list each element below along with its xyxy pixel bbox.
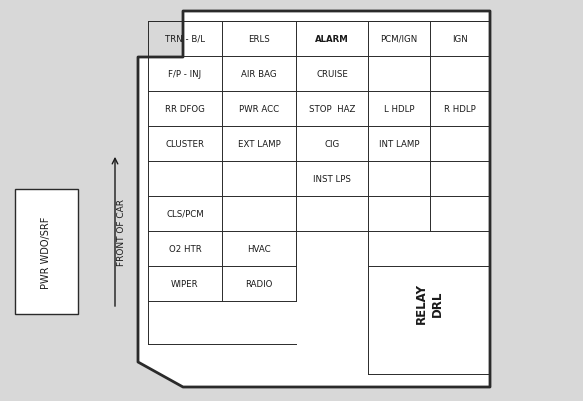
Text: WIPER: WIPER (171, 279, 199, 288)
Text: FRONT OF CAR: FRONT OF CAR (118, 198, 127, 265)
Text: ERLS: ERLS (248, 35, 270, 44)
Text: CLUSTER: CLUSTER (166, 140, 205, 149)
Text: INT LAMP: INT LAMP (379, 140, 419, 149)
Text: RR DFOG: RR DFOG (165, 105, 205, 114)
Text: IGN: IGN (452, 35, 468, 44)
Text: PWR WDO/SRF: PWR WDO/SRF (41, 216, 51, 288)
Text: CLS/PCM: CLS/PCM (166, 209, 204, 219)
Text: PWR ACC: PWR ACC (239, 105, 279, 114)
Text: TRN - B/L: TRN - B/L (165, 35, 205, 44)
Text: INST LPS: INST LPS (313, 174, 351, 184)
Text: L HDLP: L HDLP (384, 105, 415, 114)
Text: AIR BAG: AIR BAG (241, 70, 277, 79)
Text: EXT LAMP: EXT LAMP (238, 140, 280, 149)
Bar (15, 190, 78, 314)
Text: ALARM: ALARM (315, 35, 349, 44)
Text: F/P - INJ: F/P - INJ (168, 70, 202, 79)
Text: RELAY
DRL: RELAY DRL (415, 282, 444, 323)
Text: R HDLP: R HDLP (444, 105, 476, 114)
Text: HVAC: HVAC (247, 244, 271, 253)
Polygon shape (138, 12, 490, 387)
Text: PCM/IGN: PCM/IGN (380, 35, 417, 44)
Text: CIG: CIG (324, 140, 340, 149)
Text: STOP  HAZ: STOP HAZ (309, 105, 355, 114)
Text: CRUISE: CRUISE (316, 70, 348, 79)
Text: RADIO: RADIO (245, 279, 273, 288)
Text: O2 HTR: O2 HTR (168, 244, 201, 253)
